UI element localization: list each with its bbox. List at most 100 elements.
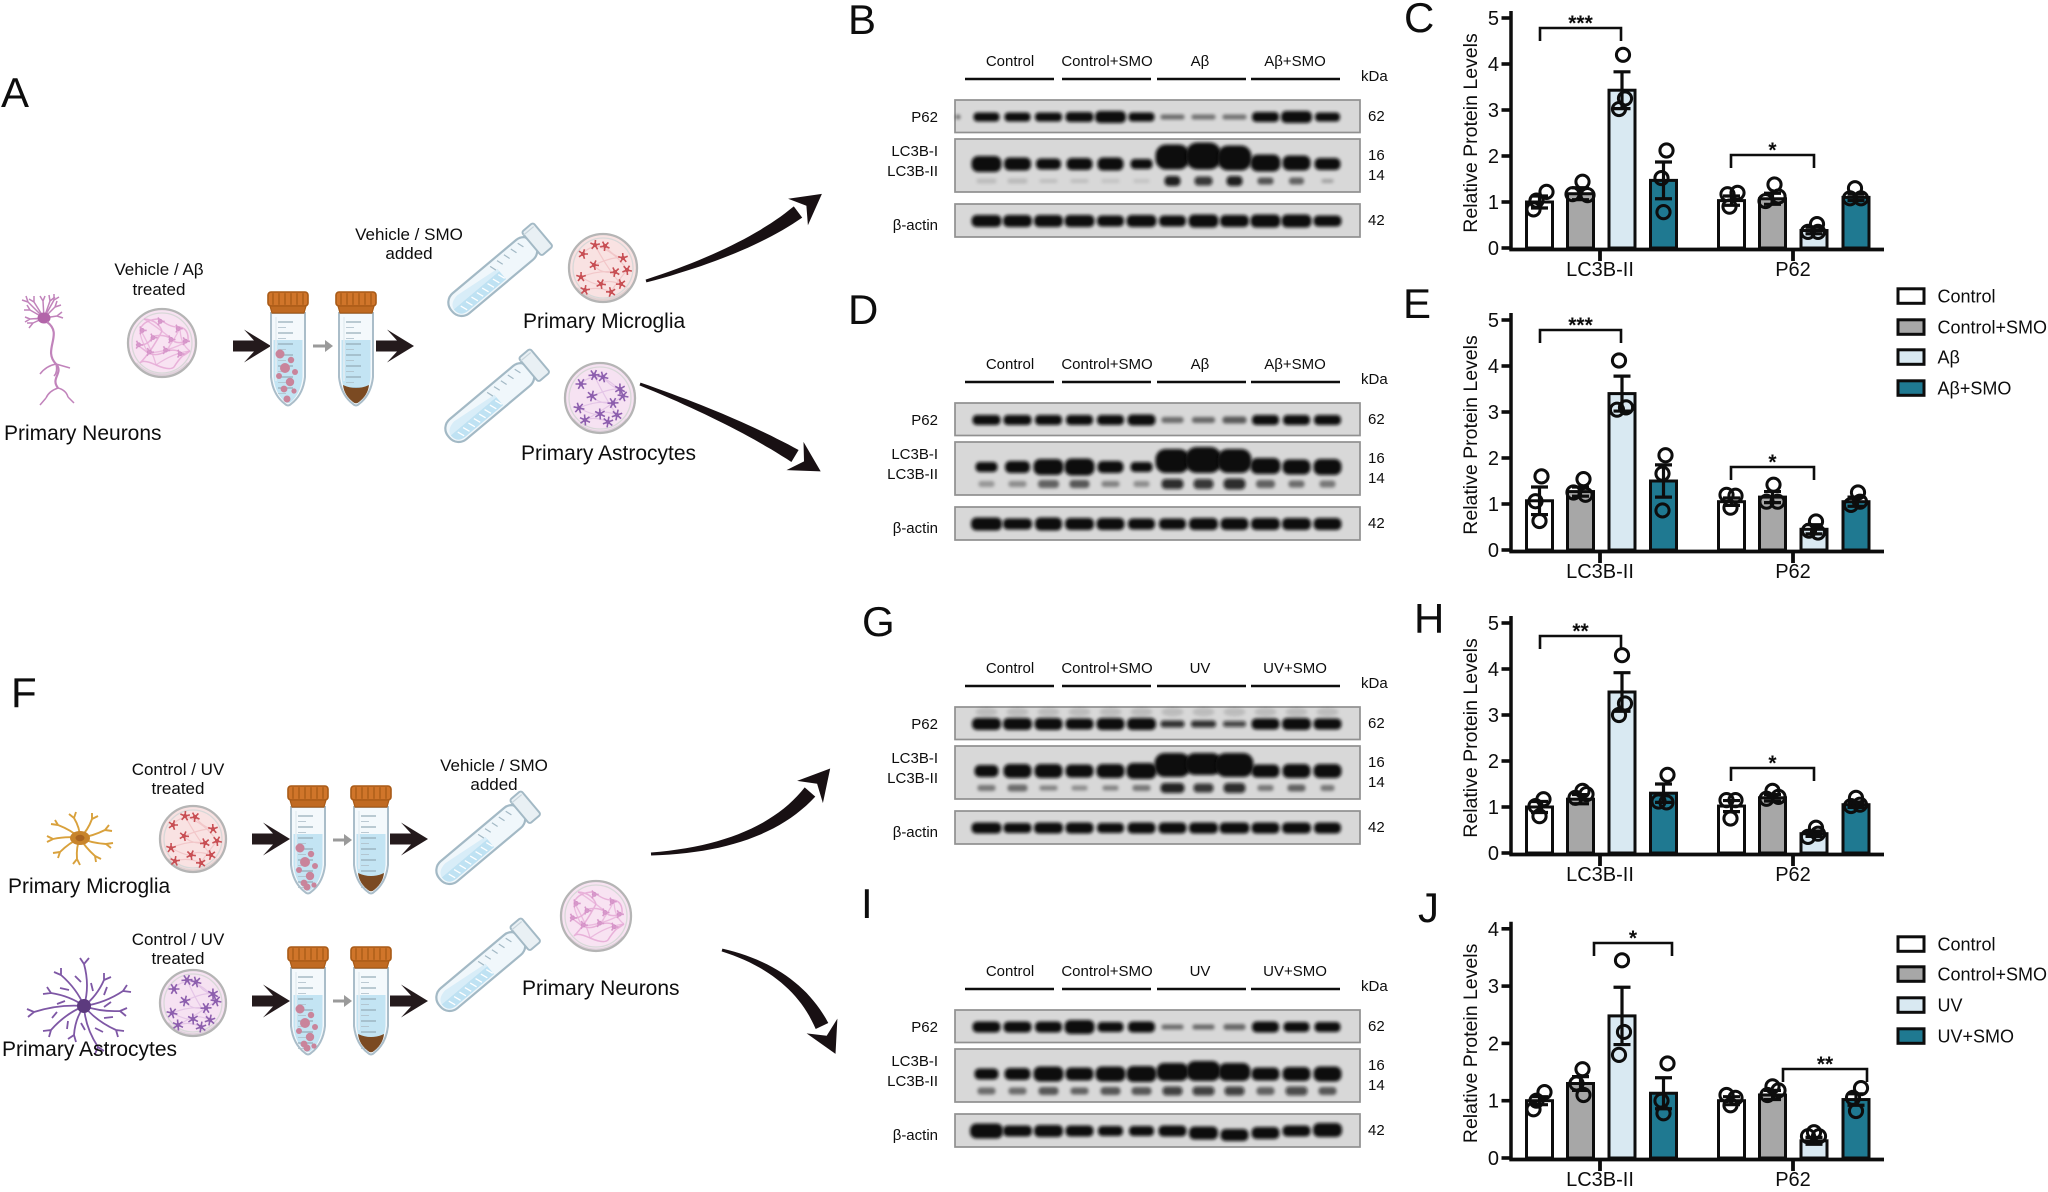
- svg-text:β-actin: β-actin: [893, 824, 938, 841]
- svg-text:UV: UV: [1190, 963, 1211, 980]
- svg-text:Primary Microglia: Primary Microglia: [523, 310, 686, 333]
- svg-text:62: 62: [1368, 411, 1385, 428]
- svg-text:*: *: [1768, 139, 1777, 162]
- svg-text:LC3B-II: LC3B-II: [1566, 864, 1634, 886]
- svg-text:14: 14: [1368, 774, 1385, 791]
- svg-text:H: H: [1414, 595, 1444, 642]
- svg-text:1: 1: [1488, 1091, 1499, 1113]
- svg-text:treated: treated: [133, 280, 186, 299]
- svg-text:Control: Control: [986, 53, 1034, 70]
- svg-text:E: E: [1403, 280, 1431, 327]
- svg-text:2: 2: [1488, 1033, 1499, 1055]
- svg-text:14: 14: [1368, 167, 1385, 184]
- svg-text:5: 5: [1488, 310, 1499, 332]
- svg-text:P62: P62: [911, 109, 938, 126]
- svg-text:3: 3: [1488, 402, 1499, 424]
- svg-text:Control+SMO: Control+SMO: [1061, 53, 1152, 70]
- svg-text:Control+SMO: Control+SMO: [1061, 963, 1152, 980]
- svg-text:***: ***: [1568, 314, 1593, 337]
- svg-text:UV+SMO: UV+SMO: [1938, 1027, 2015, 1047]
- svg-text:0: 0: [1488, 238, 1499, 260]
- svg-text:LC3B-I: LC3B-I: [891, 446, 938, 463]
- svg-text:Relative Protein Levels: Relative Protein Levels: [1460, 335, 1482, 535]
- svg-text:3: 3: [1488, 705, 1499, 727]
- svg-text:**: **: [1817, 1053, 1834, 1076]
- svg-text:Control+SMO: Control+SMO: [1938, 318, 2048, 338]
- svg-text:Control: Control: [986, 963, 1034, 980]
- svg-text:P62: P62: [1775, 259, 1811, 281]
- svg-text:16: 16: [1368, 147, 1385, 164]
- svg-text:Relative Protein Levels: Relative Protein Levels: [1460, 33, 1482, 233]
- svg-text:added: added: [470, 775, 517, 794]
- svg-text:***: ***: [1568, 12, 1593, 35]
- svg-text:Primary Microglia: Primary Microglia: [8, 875, 171, 898]
- svg-text:P62: P62: [1775, 1169, 1811, 1191]
- svg-text:Control / UV: Control / UV: [132, 930, 225, 949]
- svg-text:LC3B-II: LC3B-II: [887, 770, 938, 787]
- svg-text:62: 62: [1368, 1018, 1385, 1035]
- svg-text:*: *: [1768, 451, 1777, 474]
- svg-text:P62: P62: [911, 716, 938, 733]
- svg-text:16: 16: [1368, 754, 1385, 771]
- svg-text:LC3B-II: LC3B-II: [887, 163, 938, 180]
- svg-text:Control: Control: [986, 660, 1034, 677]
- svg-text:kDa: kDa: [1361, 68, 1388, 85]
- svg-text:Relative Protein Levels: Relative Protein Levels: [1460, 638, 1482, 838]
- svg-text:Control: Control: [1938, 287, 1996, 307]
- svg-text:Control+SMO: Control+SMO: [1061, 356, 1152, 373]
- svg-text:42: 42: [1368, 819, 1385, 836]
- svg-text:LC3B-II: LC3B-II: [887, 1073, 938, 1090]
- svg-text:F: F: [11, 669, 37, 716]
- svg-text:LC3B-II: LC3B-II: [1566, 259, 1634, 281]
- svg-text:Primary Neurons: Primary Neurons: [4, 422, 162, 445]
- svg-text:LC3B-I: LC3B-I: [891, 750, 938, 767]
- svg-text:D: D: [848, 286, 878, 333]
- svg-text:**: **: [1572, 620, 1589, 643]
- svg-text:1: 1: [1488, 494, 1499, 516]
- svg-text:P62: P62: [1775, 864, 1811, 886]
- svg-text:LC3B-II: LC3B-II: [1566, 561, 1634, 583]
- svg-text:P62: P62: [911, 1019, 938, 1036]
- svg-text:Control+SMO: Control+SMO: [1938, 965, 2048, 985]
- svg-text:UV: UV: [1190, 660, 1211, 677]
- svg-text:C: C: [1404, 0, 1434, 41]
- svg-text:4: 4: [1488, 919, 1499, 941]
- svg-text:Aβ: Aβ: [1938, 348, 1960, 368]
- svg-text:0: 0: [1488, 1148, 1499, 1170]
- svg-text:2: 2: [1488, 448, 1499, 470]
- svg-text:Relative Protein Levels: Relative Protein Levels: [1460, 943, 1482, 1143]
- svg-text:treated: treated: [152, 949, 205, 968]
- svg-text:Aβ: Aβ: [1191, 356, 1210, 373]
- svg-text:62: 62: [1368, 715, 1385, 732]
- svg-text:LC3B-II: LC3B-II: [887, 466, 938, 483]
- svg-text:Aβ+SMO: Aβ+SMO: [1264, 53, 1326, 70]
- svg-text:62: 62: [1368, 108, 1385, 125]
- svg-text:3: 3: [1488, 976, 1499, 998]
- svg-text:2: 2: [1488, 146, 1499, 168]
- svg-text:14: 14: [1368, 470, 1385, 487]
- svg-text:Control: Control: [1938, 935, 1996, 955]
- svg-text:0: 0: [1488, 843, 1499, 865]
- svg-text:42: 42: [1368, 212, 1385, 229]
- svg-text:β-actin: β-actin: [893, 520, 938, 537]
- svg-text:Primary Astrocytes: Primary Astrocytes: [2, 1038, 177, 1061]
- svg-text:0: 0: [1488, 540, 1499, 562]
- svg-text:LC3B-II: LC3B-II: [1566, 1169, 1634, 1191]
- svg-text:β-actin: β-actin: [893, 217, 938, 234]
- svg-text:LC3B-I: LC3B-I: [891, 143, 938, 160]
- svg-text:Primary Neurons: Primary Neurons: [522, 977, 680, 1000]
- svg-text:B: B: [848, 0, 876, 43]
- svg-text:Vehicle / SMO: Vehicle / SMO: [355, 225, 463, 244]
- svg-text:Vehicle / SMO: Vehicle / SMO: [440, 756, 548, 775]
- svg-text:1: 1: [1488, 797, 1499, 819]
- svg-text:*: *: [1629, 927, 1638, 950]
- svg-text:G: G: [862, 598, 895, 645]
- svg-text:kDa: kDa: [1361, 371, 1388, 388]
- svg-text:β-actin: β-actin: [893, 1127, 938, 1144]
- svg-text:J: J: [1418, 884, 1439, 931]
- svg-text:Vehicle / Aβ: Vehicle / Aβ: [114, 260, 203, 279]
- svg-text:Aβ+SMO: Aβ+SMO: [1264, 356, 1326, 373]
- svg-text:*: *: [1768, 752, 1777, 775]
- svg-text:3: 3: [1488, 100, 1499, 122]
- svg-text:I: I: [861, 880, 873, 927]
